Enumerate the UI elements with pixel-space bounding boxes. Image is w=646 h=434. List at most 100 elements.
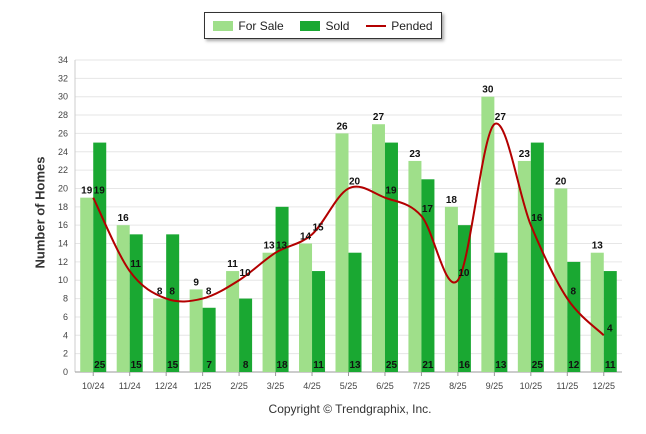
data-label-for-sale: 9 [193,277,199,288]
data-label-sold: 13 [495,360,507,371]
data-label-for-sale: 8 [157,287,163,298]
bar-sold [384,142,398,372]
data-label-pended: 10 [240,268,252,279]
legend-label-pended: Pended [391,18,433,33]
legend-swatch-for-sale [213,20,234,31]
bar-for-sale [116,225,130,372]
data-label-pended: 20 [349,176,361,187]
bar-sold [275,206,289,372]
y-tick-label: 12 [58,257,68,267]
data-label-sold: 16 [459,360,471,371]
y-tick-label: 20 [58,183,68,193]
y-tick-label: 18 [58,202,68,212]
legend-label-for-sale: For Sale [238,18,284,33]
y-tick-label: 8 [63,294,68,304]
data-label-for-sale: 27 [373,112,385,123]
bar-sold [567,261,581,372]
bar-sold [93,142,107,372]
bar-for-sale [371,124,385,372]
y-tick-label: 16 [58,220,68,230]
data-label-for-sale: 26 [336,121,348,132]
data-label-pended: 8 [169,287,175,298]
data-label-sold: 11 [313,360,324,371]
x-tick-label: 8/25 [449,381,467,391]
data-label-for-sale: 23 [409,149,421,160]
bar-sold [312,271,326,372]
y-tick-label: 6 [63,312,68,322]
y-tick-label: 4 [63,330,68,340]
data-label-for-sale: 23 [519,149,531,160]
bar-for-sale [408,160,422,372]
y-tick-label: 2 [63,349,68,359]
bar-sold [421,179,435,372]
bar-for-sale [153,298,167,372]
y-tick-label: 30 [58,92,68,102]
data-label-sold: 18 [277,360,289,371]
data-label-for-sale: 13 [264,241,276,252]
y-tick-label: 22 [58,165,68,175]
bar-for-sale [80,197,94,372]
data-label-pended: 4 [607,323,613,334]
data-label-for-sale: 13 [592,241,604,252]
bar-for-sale [262,252,276,372]
x-tick-label: 10/25 [520,381,543,391]
x-tick-label: 12/24 [155,381,178,391]
line-pended [92,122,605,337]
x-tick-label: 11/25 [556,381,578,391]
copyright-text: Copyright © Trendgraphix, Inc. [268,402,432,416]
data-label-for-sale: 30 [482,85,494,96]
x-tick-label: 10/24 [82,381,105,391]
data-label-sold: 25 [94,360,106,371]
x-tick-label: 7/25 [413,381,431,391]
x-tick-label: 6/25 [376,381,394,391]
bar-sold [494,252,508,372]
bar-for-sale [481,96,495,373]
data-label-sold: 15 [167,360,179,371]
data-label-pended: 8 [571,287,577,298]
legend-swatch-pended [366,24,387,27]
bar-for-sale [444,206,458,372]
x-tick-label: 3/25 [267,381,285,391]
x-tick-label: 4/25 [303,381,321,391]
legend-item-sold[interactable]: Sold [300,19,349,33]
y-tick-label: 10 [58,275,68,285]
legend-item-for-sale[interactable]: For Sale [213,18,284,33]
y-tick-label: 32 [58,73,68,83]
data-label-pended: 10 [458,268,470,279]
y-tick-label: 14 [58,239,68,249]
x-tick-label: 11/24 [119,381,141,391]
data-label-sold: 8 [243,360,249,371]
data-label-sold: 11 [605,360,616,371]
bar-sold [530,142,544,372]
data-label-for-sale: 16 [118,213,130,224]
x-tick-label: 9/25 [486,381,504,391]
y-tick-label: 34 [58,55,68,65]
data-label-sold: 25 [386,360,398,371]
data-label-for-sale: 14 [300,232,312,243]
x-tick-label: 12/25 [593,381,616,391]
data-label-pended: 17 [422,204,434,215]
data-label-pended: 27 [495,112,507,123]
bar-sold [457,225,471,372]
bar-for-sale [590,252,604,372]
bar-sold [166,234,180,372]
bar-for-sale [554,188,568,372]
bar-for-sale [335,133,349,372]
data-label-pended: 16 [531,213,543,224]
data-label-for-sale: 19 [81,186,93,197]
data-label-pended: 15 [312,222,324,233]
y-tick-label: 28 [58,110,68,120]
legend: For Sale Sold Pended [204,12,442,39]
data-label-pended: 19 [94,186,106,197]
bar-for-sale [189,289,203,372]
y-tick-label: 0 [63,367,68,377]
data-label-sold: 13 [349,360,361,371]
data-label-pended: 13 [276,241,288,252]
x-tick-label: 1/25 [194,381,212,391]
legend-swatch-sold [300,20,321,31]
data-label-pended: 8 [206,287,212,298]
data-label-sold: 12 [568,360,580,371]
bar-for-sale [226,271,240,372]
legend-item-pended[interactable]: Pended [366,18,433,33]
